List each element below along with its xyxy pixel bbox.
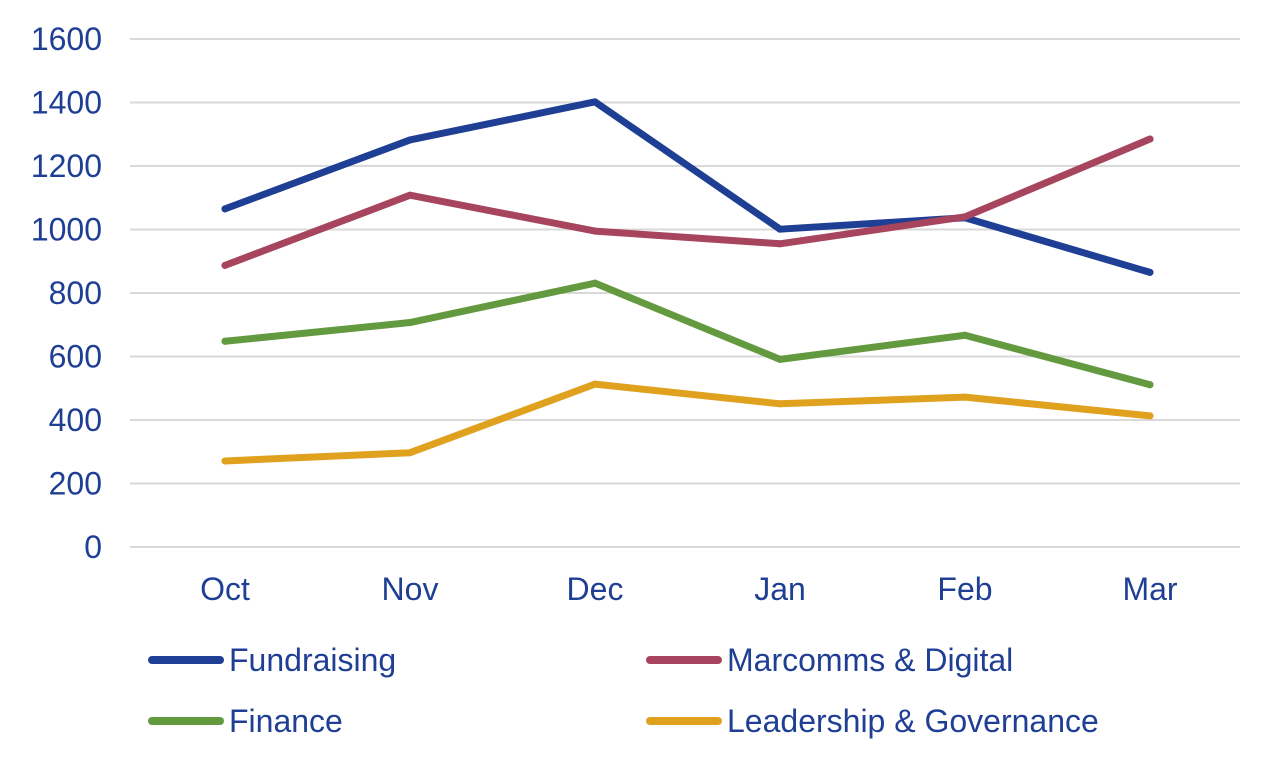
data-point (961, 393, 969, 401)
data-point (961, 213, 969, 221)
series-line (221, 98, 1154, 276)
legend-label: Marcomms & Digital (727, 642, 1013, 678)
x-tick-label: Feb (937, 571, 992, 607)
data-point (221, 205, 229, 213)
data-point (776, 240, 784, 248)
series-lines (221, 98, 1154, 465)
y-tick-label: 1600 (31, 21, 102, 57)
data-point (1146, 381, 1154, 389)
legend-item: Leadership & Governance (646, 703, 1099, 739)
x-axis: Oct Nov Dec Jan Feb Mar (200, 571, 1178, 607)
series-fundraising (221, 98, 1154, 276)
legend-label: Leadership & Governance (727, 703, 1099, 739)
series-finance (221, 279, 1154, 389)
data-point (406, 136, 414, 144)
y-tick-label: 600 (49, 339, 102, 375)
y-tick-label: 1200 (31, 148, 102, 184)
data-point (221, 457, 229, 465)
data-point (1146, 268, 1154, 276)
x-tick-label: Dec (567, 571, 624, 607)
data-point (776, 355, 784, 363)
series-leadership-governance (221, 380, 1154, 465)
x-tick-label: Nov (382, 571, 439, 607)
x-tick-label: Mar (1122, 571, 1177, 607)
data-point (406, 191, 414, 199)
y-tick-label: 200 (49, 466, 102, 502)
gridlines (130, 38, 1240, 548)
y-tick-label: 1000 (31, 212, 102, 248)
data-point (591, 227, 599, 235)
legend-label: Fundraising (229, 642, 396, 678)
legend-item: Finance (148, 703, 343, 739)
legend-item: Fundraising (148, 642, 396, 678)
data-point (406, 449, 414, 457)
data-point (961, 331, 969, 339)
data-point (221, 337, 229, 345)
series-line (221, 279, 1154, 389)
series-line (221, 380, 1154, 465)
y-tick-label: 400 (49, 402, 102, 438)
data-point (406, 319, 414, 327)
series-line (221, 135, 1154, 269)
data-point (776, 225, 784, 233)
data-point (1146, 135, 1154, 143)
y-tick-label: 0 (84, 529, 102, 565)
data-point (591, 98, 599, 106)
y-tick-label: 800 (49, 275, 102, 311)
data-point (221, 261, 229, 269)
y-axis: 0 200 400 600 800 1000 1200 1400 1600 (31, 21, 102, 565)
data-point (591, 380, 599, 388)
x-tick-label: Oct (200, 571, 250, 607)
y-tick-label: 1400 (31, 85, 102, 121)
legend-item: Marcomms & Digital (646, 642, 1013, 678)
data-point (776, 400, 784, 408)
legend: Fundraising Marcomms & Digital Finance Lead… (148, 642, 1099, 739)
series-marcomms-digital (221, 135, 1154, 269)
data-point (1146, 412, 1154, 420)
legend-label: Finance (229, 703, 343, 739)
data-point (591, 279, 599, 287)
x-tick-label: Jan (754, 571, 806, 607)
